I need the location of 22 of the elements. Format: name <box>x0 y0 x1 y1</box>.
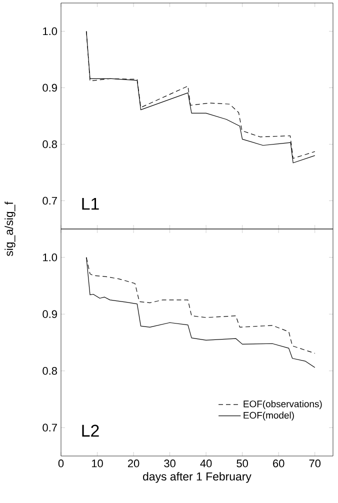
y-tick-label: 0.8 <box>42 367 57 375</box>
y-tick-label: 1.0 <box>43 27 58 36</box>
annotation: L2 <box>82 424 99 437</box>
annotation: L1 <box>82 198 99 210</box>
x-tick-label: 50 <box>236 460 248 468</box>
y-tick-label: 0.9 <box>42 310 57 318</box>
y-tick-label: 0.8 <box>42 140 57 148</box>
y-axis-title: sig_a/sig_f <box>4 202 16 256</box>
y-tick-label: 0.9 <box>42 84 57 92</box>
x-axis-title: days after 1 February <box>143 472 252 483</box>
x-tick-label: 20 <box>128 460 140 468</box>
x-tick-label: 10 <box>92 460 103 468</box>
legend-label: EOF(model) <box>244 412 294 420</box>
y-tick-label: 0.7 <box>42 424 57 432</box>
x-tick-label: 40 <box>200 460 212 468</box>
x-tick-label: 60 <box>273 460 284 468</box>
y-tick-label: 0.7 <box>42 196 57 205</box>
x-tick-label: 30 <box>164 460 176 468</box>
y-tick-label: 1.0 <box>43 254 58 262</box>
legend-label: EOF(observations) <box>244 400 322 410</box>
x-tick-label: 0 <box>58 460 64 468</box>
x-tick-label: 70 <box>309 460 321 468</box>
